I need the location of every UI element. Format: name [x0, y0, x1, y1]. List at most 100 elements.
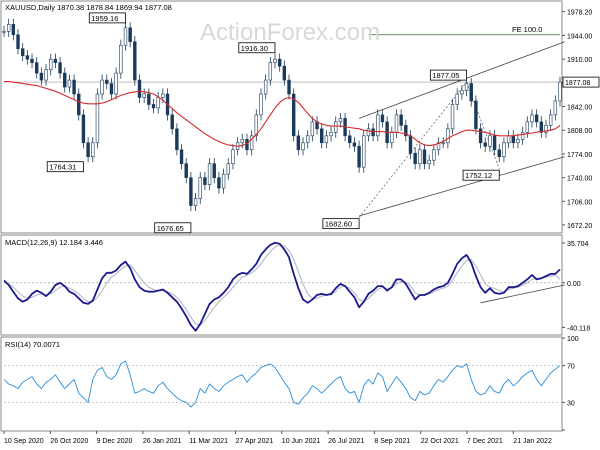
candle-body — [478, 128, 483, 144]
candle-body — [203, 177, 207, 185]
x-axis: 10 Sep 2020 26 Oct 2020 9 Dec 2020 26 Jan 2… — [3, 431, 552, 445]
price-tick-label-9: 1672.20 — [567, 223, 592, 230]
last-price-label: 1877.08 — [565, 80, 590, 87]
swing-label-0: 1959.16 — [91, 14, 118, 23]
candle-body — [268, 62, 273, 81]
candle-body — [348, 135, 352, 144]
swing-label-box — [154, 222, 192, 234]
candle-body — [207, 163, 212, 185]
candle-body — [320, 128, 324, 144]
rsi-tick-label-1: 70 — [567, 364, 575, 371]
candle-body — [137, 79, 142, 98]
candle-body — [371, 128, 375, 137]
candle-body — [39, 72, 44, 81]
candle-body — [175, 128, 179, 151]
candle-body — [525, 121, 529, 133]
candle-body — [142, 93, 146, 98]
candle-body — [324, 135, 329, 144]
candle-body — [352, 142, 357, 147]
x-tick-label-8: 8 Sep 2021 — [374, 438, 410, 445]
candle-body — [506, 135, 511, 144]
swing-label-6: 1752.12 — [465, 171, 492, 180]
candle-body — [450, 104, 455, 130]
candle-body — [63, 72, 67, 88]
candle-body — [2, 30, 6, 33]
candle-body — [474, 100, 478, 130]
candle-body — [114, 72, 118, 95]
swing-label-box — [462, 169, 500, 181]
candle-body — [147, 93, 151, 105]
candle-body — [357, 145, 361, 168]
candle-body — [95, 93, 100, 144]
channel-lower-line — [358, 156, 565, 217]
price-layer: 1978.201944.001910.001876.001842.001808.… — [2, 10, 600, 332]
candle-body — [161, 93, 165, 98]
candle-body — [404, 125, 408, 137]
moving-average-line — [4, 80, 561, 147]
candle-body — [11, 24, 16, 36]
swing-label-2: 1676.65 — [157, 224, 184, 233]
watermark: ActionForex.com — [200, 19, 380, 46]
candle-body — [72, 79, 76, 95]
swing-label-box — [46, 161, 84, 173]
x-tick-label-1: 26 Oct 2020 — [50, 438, 88, 445]
macd-layer — [3, 241, 565, 332]
candle-body — [553, 100, 558, 116]
swing-label-4: 1682.60 — [325, 220, 352, 229]
candle-body — [53, 58, 58, 63]
candle-body — [198, 177, 202, 199]
candle-body — [6, 24, 11, 32]
macd-line — [3, 241, 561, 332]
macd-trendline — [480, 284, 565, 304]
candle-body — [460, 90, 464, 95]
swing-label-box — [322, 218, 360, 230]
candle-body — [488, 135, 492, 147]
candle-body — [408, 135, 413, 154]
candle-body — [305, 135, 310, 144]
candle-body — [212, 163, 216, 178]
candle-body — [151, 104, 156, 109]
candle-body — [376, 114, 380, 137]
rsi-line — [3, 360, 561, 408]
candle-body — [497, 149, 501, 158]
candle-body — [544, 125, 548, 133]
x-tick-label-11: 21 Jan 2022 — [513, 438, 552, 445]
price-tick-label-6: 1774.00 — [567, 152, 592, 159]
price-tick-label-8: 1706.00 — [567, 199, 592, 206]
candle-body — [441, 142, 445, 145]
candle-body — [109, 83, 114, 95]
candle-body — [334, 121, 338, 133]
price-tick-label-7: 1740.00 — [567, 176, 592, 183]
fe-label: FE 100.0 — [512, 25, 542, 34]
candle-body — [287, 79, 291, 95]
candle-body — [436, 142, 441, 151]
price-tick-label-2: 1910.00 — [567, 57, 592, 64]
symbol-header: XAUUSD,Daily 1870.38 1878.84 1869.94 187… — [5, 3, 172, 12]
x-tick-label-2: 9 Dec 2020 — [97, 438, 133, 445]
swing-label-1: 1764.31 — [49, 163, 76, 172]
candle-body — [427, 159, 431, 164]
candle-body — [366, 128, 371, 137]
rsi-tick-label-0: 100 — [567, 336, 579, 343]
candle-body — [273, 58, 277, 63]
candle-body — [259, 93, 263, 116]
candle-body — [413, 152, 417, 164]
rsi-title: RSI(14) 70.0071 — [5, 340, 60, 349]
candle-body — [105, 79, 109, 84]
candle-body — [77, 93, 81, 116]
candle-body — [390, 132, 394, 144]
candle-body — [455, 93, 459, 105]
candle-body — [464, 83, 469, 91]
candle-body — [530, 114, 534, 123]
candle-body — [156, 97, 160, 109]
candle-body — [49, 58, 53, 70]
candle-body — [380, 114, 385, 123]
x-tick-label-3: 26 Jan 2021 — [143, 438, 182, 445]
candle-body — [86, 142, 90, 158]
candle-body — [217, 177, 221, 189]
price-tick-label-1: 1944.00 — [567, 33, 592, 40]
candle-body — [184, 163, 188, 178]
candle-body — [432, 149, 436, 161]
candle-body — [67, 79, 72, 88]
candle-body — [128, 27, 132, 43]
